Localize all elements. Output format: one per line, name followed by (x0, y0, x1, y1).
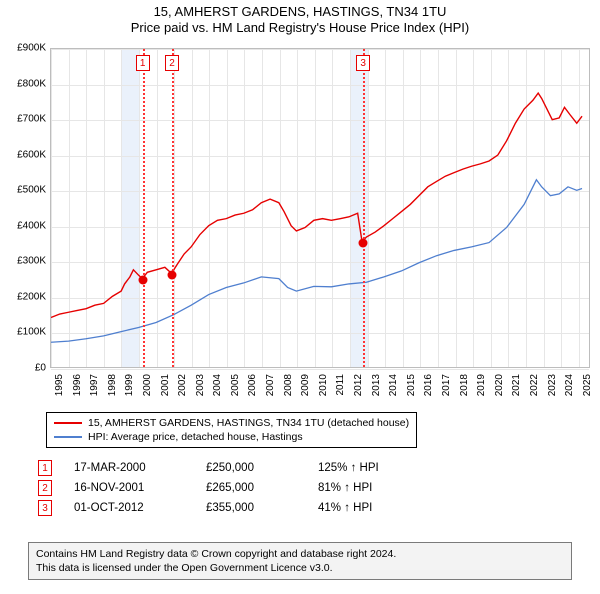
x-tick-label: 2022 (529, 374, 540, 396)
x-tick-label: 1996 (72, 374, 83, 396)
y-tick-label: £0 (35, 363, 46, 374)
x-tick-label: 2004 (212, 374, 223, 396)
legend-swatch (54, 422, 82, 424)
x-tick-label: 2010 (318, 374, 329, 396)
y-tick-label: £800K (17, 78, 46, 89)
marker-dot (138, 276, 147, 285)
x-tick-label: 2018 (459, 374, 470, 396)
plot-area: 12 3 (50, 48, 590, 368)
event-percent: 125% ↑ HPI (318, 462, 428, 474)
x-tick-label: 2003 (195, 374, 206, 396)
event-badge: 3 (38, 500, 52, 516)
marker-badge: 1 (136, 55, 150, 71)
event-badge: 2 (38, 480, 52, 496)
legend-swatch (54, 436, 82, 438)
x-tick-label: 2014 (388, 374, 399, 396)
marker-badge: 3 (356, 55, 370, 71)
legend-label: HPI: Average price, detached house, Hast… (88, 431, 303, 443)
y-axis-labels: £0£100K£200K£300K£400K£500K£600K£700K£80… (8, 48, 48, 368)
y-tick-label: £600K (17, 149, 46, 160)
marker-badge: 2 (165, 55, 179, 71)
x-tick-label: 2012 (353, 374, 364, 396)
y-tick-label: £700K (17, 114, 46, 125)
footer-line-2: This data is licensed under the Open Gov… (36, 561, 564, 575)
x-tick-label: 2023 (547, 374, 558, 396)
series-line (51, 93, 582, 317)
x-tick-label: 2013 (371, 374, 382, 396)
y-tick-label: £100K (17, 327, 46, 338)
event-badge: 1 (38, 460, 52, 476)
x-tick-label: 2001 (160, 374, 171, 396)
legend-row: 15, AMHERST GARDENS, HASTINGS, TN34 1TU … (54, 416, 409, 430)
y-tick-label: £300K (17, 256, 46, 267)
x-tick-label: 2002 (177, 374, 188, 396)
x-tick-label: 2020 (494, 374, 505, 396)
x-tick-label: 2024 (564, 374, 575, 396)
x-tick-label: 2000 (142, 374, 153, 396)
legend: 15, AMHERST GARDENS, HASTINGS, TN34 1TU … (46, 412, 417, 448)
x-tick-label: 2019 (476, 374, 487, 396)
footer-line-1: Contains HM Land Registry data © Crown c… (36, 547, 564, 561)
y-tick-label: £900K (17, 43, 46, 54)
event-price: £265,000 (206, 482, 296, 494)
y-tick-label: £500K (17, 185, 46, 196)
event-row: 2 16-NOV-2001 £265,000 81% ↑ HPI (38, 480, 558, 496)
marker-dot (168, 270, 177, 279)
x-tick-label: 2015 (406, 374, 417, 396)
event-percent: 81% ↑ HPI (318, 482, 428, 494)
x-tick-label: 2008 (283, 374, 294, 396)
x-tick-label: 1999 (124, 374, 135, 396)
x-tick-label: 1995 (54, 374, 65, 396)
x-tick-label: 1998 (107, 374, 118, 396)
event-price: £355,000 (206, 502, 296, 514)
event-row: 3 01-OCT-2012 £355,000 41% ↑ HPI (38, 500, 558, 516)
event-price: £250,000 (206, 462, 296, 474)
marker-line (363, 49, 365, 367)
x-tick-label: 2017 (441, 374, 452, 396)
y-tick-label: £400K (17, 220, 46, 231)
x-tick-label: 2011 (335, 374, 346, 396)
footer: Contains HM Land Registry data © Crown c… (28, 542, 572, 580)
x-tick-label: 1997 (89, 374, 100, 396)
event-date: 17-MAR-2000 (74, 462, 184, 474)
chart-title: 15, AMHERST GARDENS, HASTINGS, TN34 1TU (0, 4, 600, 19)
chart: £0 £100K £200K £300K £400K £500K £600K £700K £80… (8, 48, 592, 408)
x-tick-label: 2009 (300, 374, 311, 396)
x-tick-label: 2007 (265, 374, 276, 396)
legend-row: HPI: Average price, detached house, Hast… (54, 430, 409, 444)
x-tick-label: 2016 (423, 374, 434, 396)
x-tick-label: 2005 (230, 374, 241, 396)
series-line (51, 180, 582, 342)
event-table: 1 17-MAR-2000 £250,000 125% ↑ HPI 2 16-NOV-20… (38, 456, 558, 520)
x-axis-labels: 1995 1996 1997 1998 1999 2000 2001 2002 2003 2004… (50, 370, 590, 408)
x-tick-label: 2021 (511, 374, 522, 396)
y-tick-label: £200K (17, 291, 46, 302)
event-percent: 41% ↑ HPI (318, 502, 428, 514)
line-layer (51, 49, 589, 367)
x-tick-label: 2006 (247, 374, 258, 396)
marker-dot (359, 238, 368, 247)
legend-label: 15, AMHERST GARDENS, HASTINGS, TN34 1TU … (88, 417, 409, 429)
x-tick-label: 2025 (582, 374, 593, 396)
marker-line (143, 49, 145, 367)
event-date: 01-OCT-2012 (74, 502, 184, 514)
marker-line (172, 49, 174, 367)
event-date: 16-NOV-2001 (74, 482, 184, 494)
chart-subtitle: Price paid vs. HM Land Registry's House … (0, 20, 600, 35)
event-row: 1 17-MAR-2000 £250,000 125% ↑ HPI (38, 460, 558, 476)
